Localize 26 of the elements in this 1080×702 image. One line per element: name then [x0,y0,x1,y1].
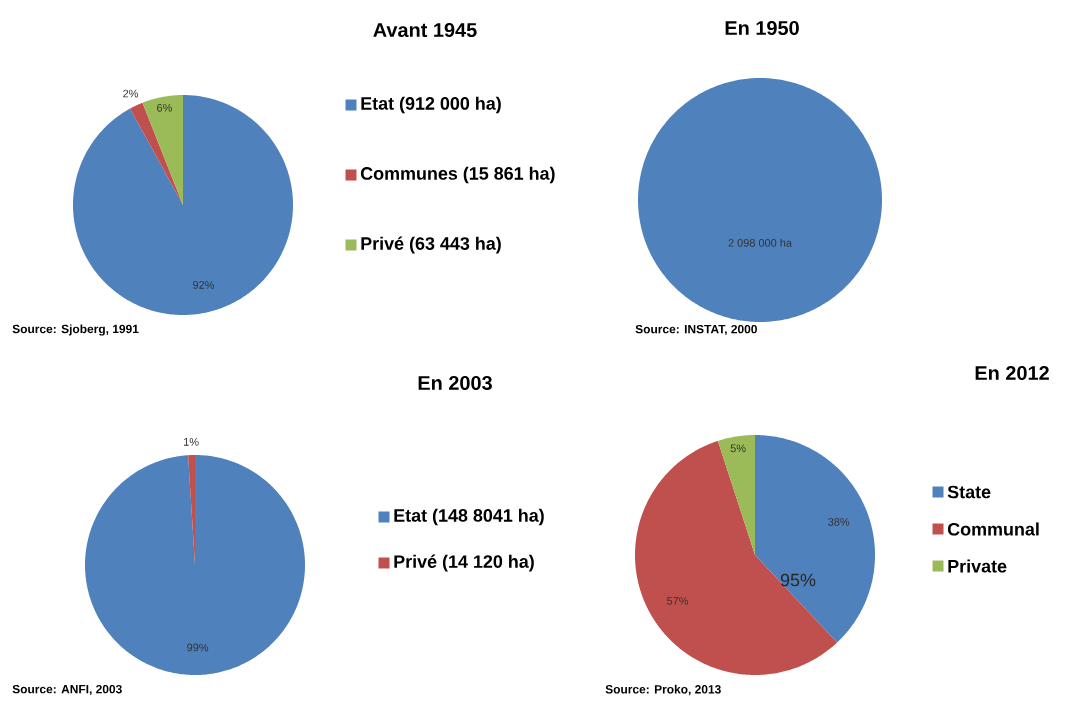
data-label: 99% [187,643,209,652]
legend-label: Etat (148 8041 ha) [394,508,544,526]
source-note: Source: Proko, 2013 [605,684,721,696]
data-label: 1% [184,438,199,446]
data-label: 6% [157,103,172,112]
legend-label: Privé (63 443 ha) [361,236,501,254]
chart-title: En 1950 [725,20,799,36]
data-label: 92% [193,281,215,289]
chart-title: En 2012 [975,365,1049,381]
data-label: 38% [828,518,850,526]
source-note: Source: INSTAT, 2000 [635,324,757,336]
legend-label: Privé (14 120 ha) [394,554,534,572]
legend-label: Communal [947,522,1039,536]
data-label: 57% [667,596,689,605]
data-label: 2 098 000 ha [728,238,792,247]
data-label: 5% [730,444,746,453]
data-label: 2% [123,89,139,98]
text: 95% [780,573,816,587]
legend-label: Communes (15 861 ha) [360,166,555,184]
legend-label: State [947,485,991,499]
chart-title: En 2003 [418,375,492,391]
chart-title: Avant 1945 [373,22,477,38]
legend-label: Private [948,559,1007,573]
source-note: Source: ANFI, 2003 [12,684,122,696]
legend-label: Etat (912 000 ha) [361,96,501,114]
source-note: Source: Sjoberg, 1991 [12,324,139,336]
